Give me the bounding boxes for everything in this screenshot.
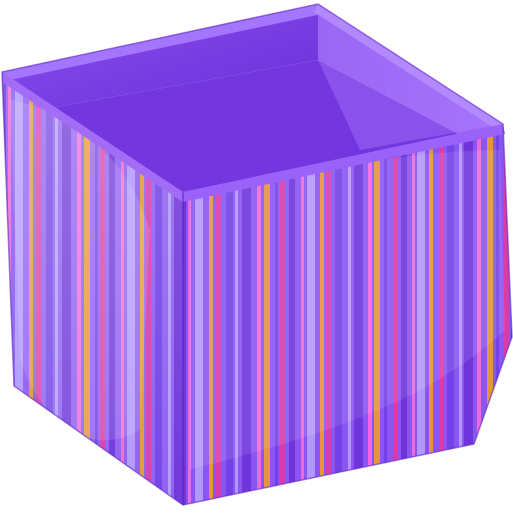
box-illustration [0,0,513,513]
open-gift-box-icon [0,0,513,513]
